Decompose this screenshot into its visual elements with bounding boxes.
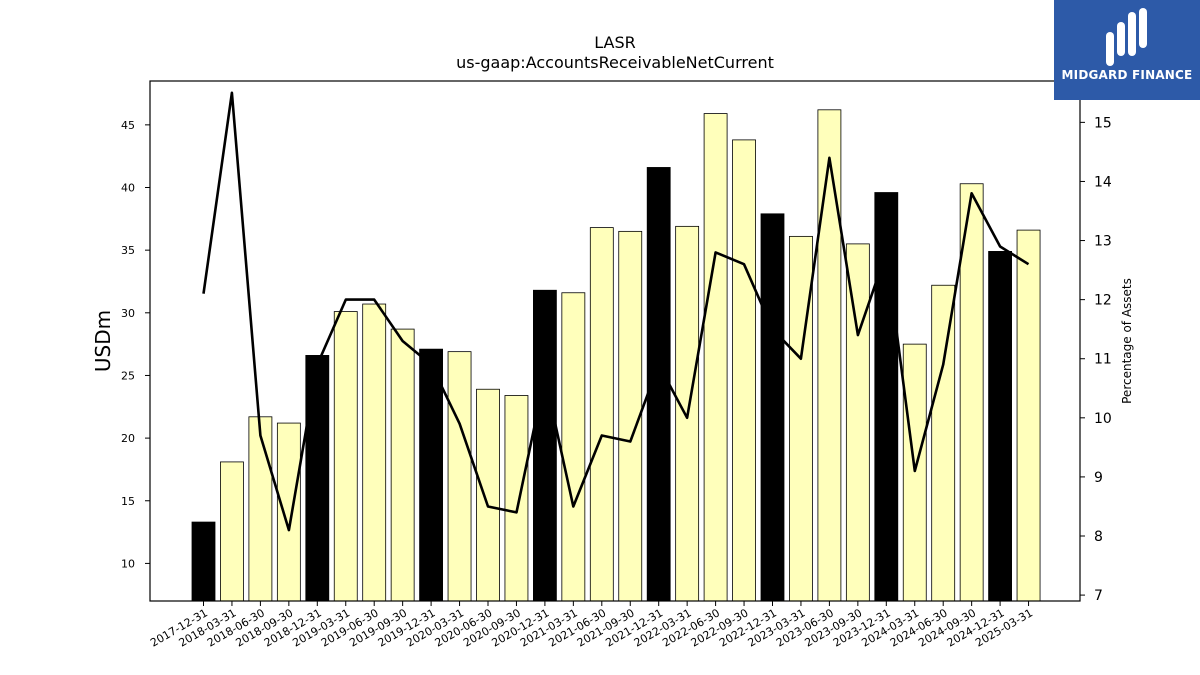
bar <box>959 183 984 601</box>
bar <box>561 292 586 601</box>
bar <box>390 328 415 601</box>
y-tick-label: 25 <box>121 369 135 382</box>
bar <box>248 416 273 601</box>
y2-tick-label: 7 <box>1094 588 1103 604</box>
bar <box>931 284 956 601</box>
bar <box>988 251 1012 601</box>
brand-name: MIDGARD FINANCE <box>1061 68 1193 82</box>
bar <box>504 395 529 601</box>
chart-subtitle: us-gaap:AccountsReceivableNetCurrent <box>456 53 774 72</box>
bar <box>305 355 330 601</box>
bar <box>191 521 216 601</box>
y2-axis-label: Percentage of Assets <box>1120 278 1134 404</box>
bar <box>1016 229 1041 601</box>
y-tick-label: 35 <box>121 244 135 257</box>
plot-frame <box>149 80 1081 602</box>
y-tick-label: 10 <box>121 557 135 570</box>
midgard-logo-icon <box>1106 8 1147 66</box>
y2-tick-label: 14 <box>1094 174 1112 190</box>
y-tick-label: 20 <box>121 432 135 445</box>
y-tick-label: 40 <box>121 182 135 195</box>
bar <box>618 230 643 601</box>
y2-tick-label: 13 <box>1094 234 1112 250</box>
y2-tick-label: 10 <box>1094 411 1112 427</box>
bar <box>817 109 842 601</box>
bar <box>276 422 301 601</box>
line-group <box>202 91 1030 532</box>
bar <box>476 388 500 601</box>
bar <box>760 213 785 601</box>
bar <box>220 461 244 601</box>
y2-tick-label: 9 <box>1094 470 1103 486</box>
series-line <box>202 91 1030 532</box>
bar <box>447 351 472 601</box>
y-tick-label: 30 <box>121 307 135 320</box>
bar <box>732 139 756 601</box>
y2-tick-label: 12 <box>1094 293 1112 309</box>
y2-tick-label: 11 <box>1094 352 1112 368</box>
bar <box>902 343 927 601</box>
y2-tick-label: 8 <box>1094 529 1103 545</box>
bar-group <box>191 109 1041 601</box>
bar <box>419 348 444 601</box>
bar <box>362 303 387 601</box>
y2-tick-label: 15 <box>1094 115 1112 131</box>
bar <box>789 235 813 601</box>
y-axis-label: USDm <box>91 310 115 372</box>
bar <box>845 243 870 601</box>
bar <box>533 289 557 601</box>
y-tick-label: 45 <box>121 119 135 132</box>
bar <box>589 227 614 601</box>
chart-title: LASR <box>594 33 636 52</box>
bar <box>703 113 728 601</box>
brand-logo: MIDGARD FINANCE <box>1054 0 1200 100</box>
bar <box>333 311 358 601</box>
y-tick-label: 15 <box>121 495 135 508</box>
